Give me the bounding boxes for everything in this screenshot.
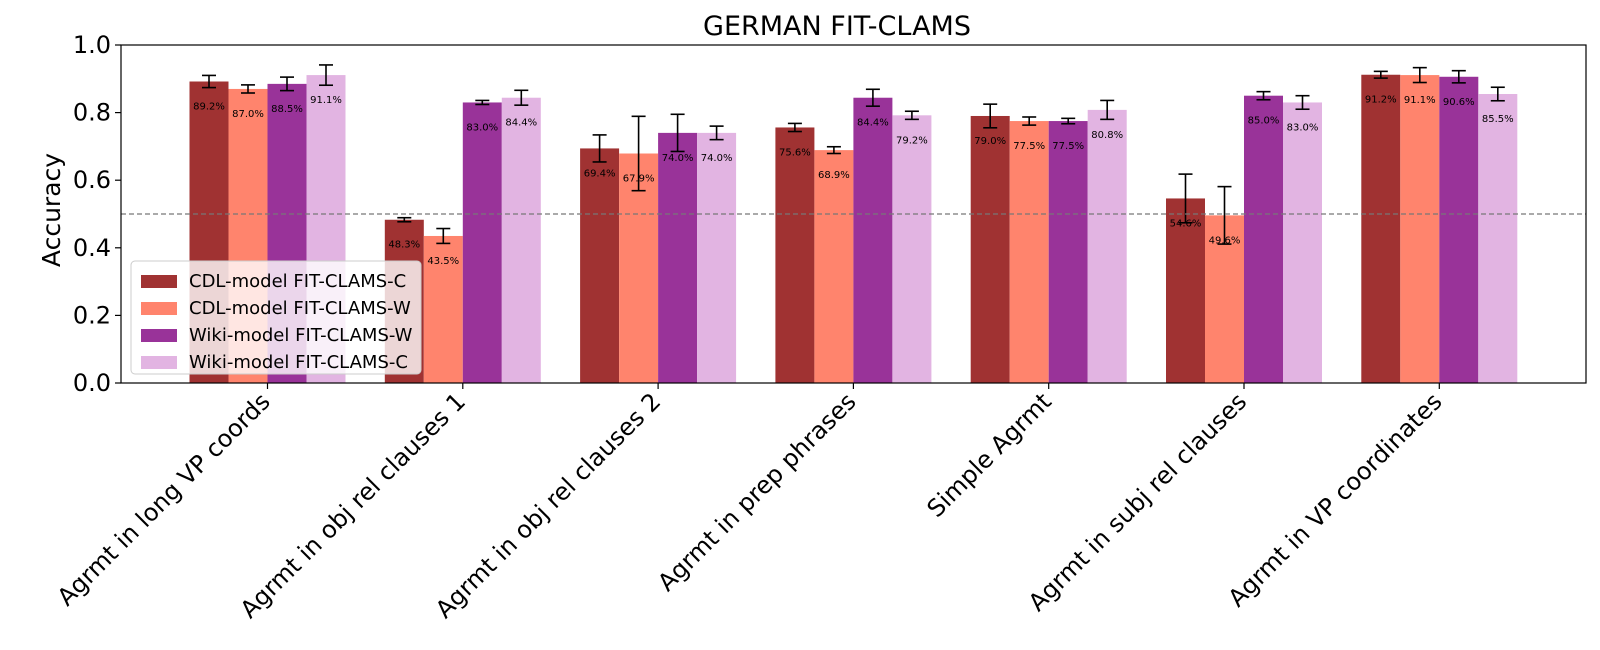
y-axis-label: Accuracy [37,153,66,267]
bar [1361,74,1401,383]
legend-label: CDL-model FIT-CLAMS-W [189,298,411,319]
bar [1244,95,1283,383]
legend: CDL-model FIT-CLAMS-C CDL-model FIT-CLAMS… [130,260,422,375]
data-labels-layer: 89.2% 87.0% 88.5% 91.1% 48.3% 43.5% 83.0% 84.4%… [193,95,1514,267]
legend-label: Wiki-model FIT-CLAMS-C [189,352,408,373]
bar-value-label: 79.0% [974,136,1006,147]
bar-value-label: 89.2% [193,102,225,113]
bar-value-label: 79.2% [896,135,928,146]
x-tick-label: Agrmt in subj rel clauses [1023,387,1252,616]
bar-value-label: 85.5% [1482,114,1514,125]
x-tick-label: Agrmt in obj rel clauses 2 [430,387,666,623]
x-tick-label: Agrmt in obj rel clauses 1 [235,387,471,623]
bar-value-label: 84.4% [505,118,537,129]
bar-value-label: 83.0% [466,122,498,133]
bar-value-label: 43.5% [427,256,459,267]
bar-value-label: 48.3% [388,240,420,251]
bar-value-label: 77.5% [1013,141,1045,152]
x-tick-label: Simple Agrmt [922,387,1057,522]
legend-box [130,260,422,375]
y-tick-label: 1.0 [73,31,111,59]
error-bars-layer [202,64,1505,245]
x-tick-label: Agrmt in prep phrases [652,387,861,596]
bar [892,115,932,383]
bar-value-label: 87.0% [232,109,264,120]
bar [1283,102,1322,384]
y-tick-label: 0.8 [73,99,111,127]
bar [697,132,737,383]
x-tick-label: Agrmt in long VP coords [52,387,276,611]
y-tick-label: 0.0 [73,369,111,397]
bar-value-label: 68.9% [818,170,850,181]
bar-value-label: 80.8% [1091,130,1123,141]
bar [1009,121,1049,384]
legend-swatch [141,329,177,342]
y-tick-label: 0.6 [73,166,111,194]
y-tick-label: 0.4 [73,234,111,262]
bar-value-label: 85.0% [1248,116,1280,127]
bar [1087,109,1127,383]
bar [814,150,854,383]
bar [853,97,893,383]
bar-value-label: 54.6% [1170,218,1202,229]
x-tick-label: Agrmt in VP coordinates [1223,387,1448,612]
bar [619,153,659,383]
bar [658,132,698,383]
bar [462,102,502,384]
bar [1439,76,1479,383]
bar [501,97,541,383]
bar-value-label: 75.6% [779,147,811,158]
bar [970,115,1010,383]
bar [1166,198,1205,383]
legend-swatch [141,356,177,369]
chart-title: GERMAN FIT-CLAMS [703,11,971,42]
y-axis-ticks: 0.0 0.2 0.4 0.6 0.8 1.0 [73,31,121,397]
bar [580,148,620,383]
bar-value-label: 69.4% [584,168,616,179]
bar [1478,94,1518,383]
bar [423,235,463,383]
bar-value-label: 90.6% [1443,97,1475,108]
legend-swatch [141,275,177,288]
bar-value-label: 84.4% [857,118,889,129]
legend-swatch [141,302,177,315]
bar-value-label: 74.0% [662,153,694,164]
bar [775,127,815,383]
bar-value-label: 91.2% [1365,95,1397,106]
legend-label: CDL-model FIT-CLAMS-C [189,271,406,292]
bar [1048,121,1088,384]
y-tick-label: 0.2 [73,301,111,329]
bar-value-label: 74.0% [701,153,733,164]
bar-value-label: 77.5% [1052,141,1084,152]
bar-value-label: 88.5% [271,104,303,115]
bar-value-label: 91.1% [1404,95,1436,106]
bar-value-label: 91.1% [310,95,342,106]
legend-label: Wiki-model FIT-CLAMS-W [189,325,413,346]
bar [1400,75,1440,383]
bar-value-label: 83.0% [1287,122,1319,133]
